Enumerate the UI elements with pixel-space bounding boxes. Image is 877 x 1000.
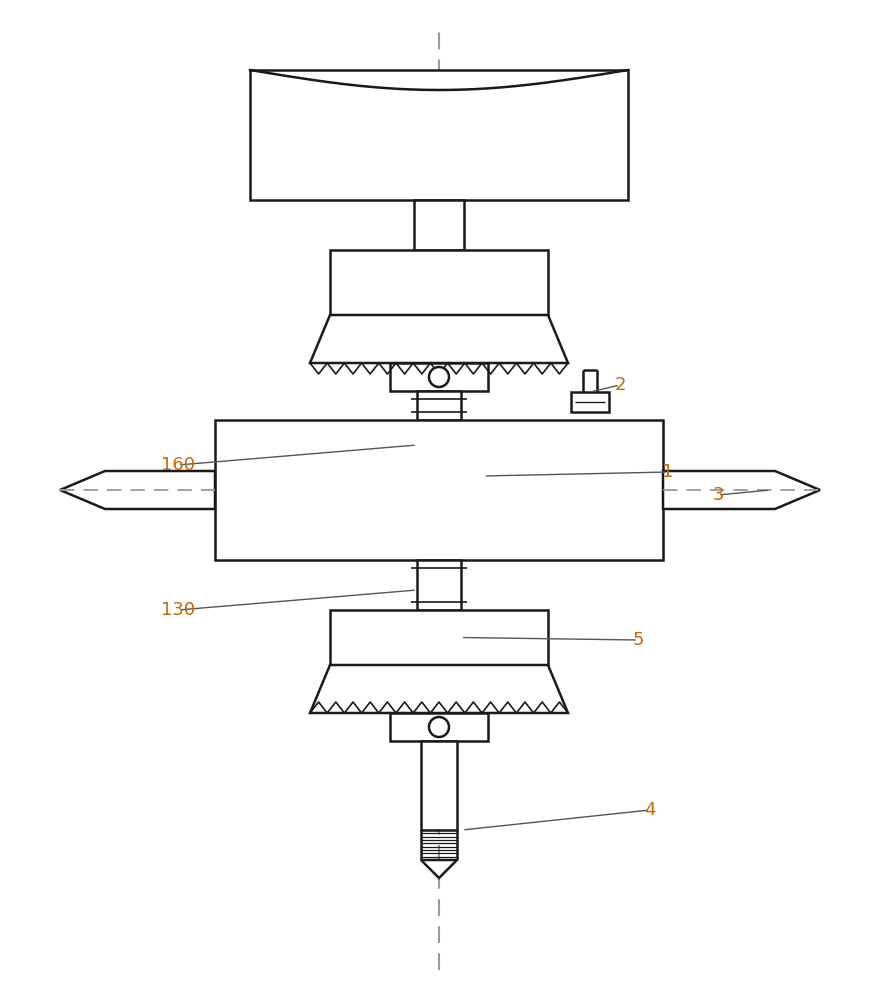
Text: 5: 5 — [631, 631, 643, 649]
Text: 2: 2 — [614, 376, 625, 394]
Polygon shape — [420, 860, 457, 878]
Bar — [570, 392, 609, 412]
Bar — [215, 420, 662, 560]
Bar — [420, 741, 457, 830]
Polygon shape — [310, 665, 567, 713]
Bar — [330, 610, 547, 665]
Text: 130: 130 — [160, 601, 195, 619]
Bar — [330, 250, 547, 315]
Circle shape — [429, 717, 448, 737]
Bar — [389, 713, 488, 741]
Text: 1: 1 — [661, 463, 673, 481]
Bar — [389, 363, 488, 391]
Text: 4: 4 — [644, 801, 655, 819]
Polygon shape — [310, 315, 567, 363]
Polygon shape — [662, 471, 819, 509]
Bar — [417, 560, 460, 610]
Bar — [414, 200, 463, 250]
Bar — [417, 391, 460, 420]
Bar — [250, 70, 627, 200]
Text: 160: 160 — [160, 456, 195, 474]
Polygon shape — [60, 471, 215, 509]
Circle shape — [429, 367, 448, 387]
Text: 3: 3 — [711, 486, 723, 504]
